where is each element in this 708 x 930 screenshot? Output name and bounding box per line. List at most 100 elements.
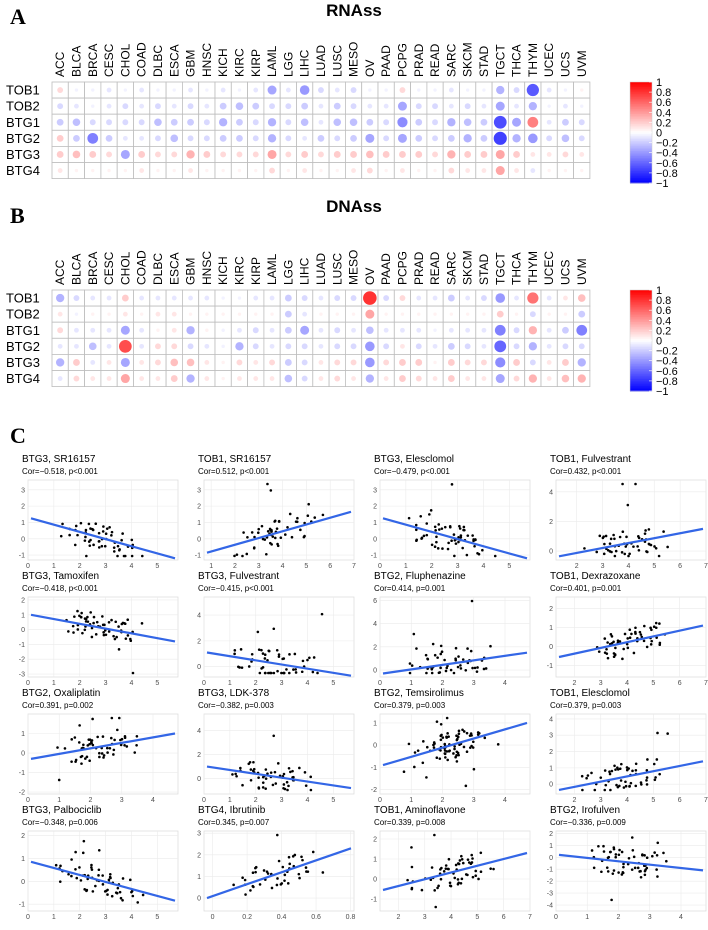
- scatter-point: [252, 885, 255, 889]
- scatter-point: [617, 853, 621, 857]
- scatter-point: [425, 671, 428, 675]
- dnass-dot-btg1-thca: [513, 327, 520, 334]
- scatter-y-tick: 0: [197, 776, 201, 783]
- dnass-dot-btg3-stad: [481, 359, 487, 366]
- scatter-x-tick: 4: [503, 797, 507, 804]
- scatter-point: [262, 869, 266, 872]
- dnass-dot-tob2-cesc: [107, 312, 111, 316]
- scatter-point: [438, 757, 442, 760]
- dnass-dot-btg1-ov: [366, 326, 374, 335]
- colorbar-rnass-swatch: [630, 177, 652, 181]
- col-label-luad: LUAD: [314, 253, 328, 285]
- scatter-point: [70, 874, 73, 878]
- scatter-point: [301, 858, 304, 862]
- scatter-point: [234, 772, 237, 776]
- scatter-x-tick: 5: [652, 563, 656, 570]
- colorbar-rnass-label: 0: [656, 128, 662, 140]
- scatter-regression-line: [558, 760, 704, 791]
- scatter-point: [462, 730, 466, 733]
- scatter-point: [603, 637, 607, 640]
- dnass-dot-tob2-acc: [57, 311, 63, 317]
- scatter-point: [264, 671, 267, 675]
- scatter-point: [443, 525, 447, 529]
- rnass-dot-tob2-coad: [139, 103, 145, 109]
- scatter-point: [98, 751, 101, 755]
- scatter-point: [621, 482, 624, 486]
- rnass-dot-tob1-gbm: [188, 87, 193, 93]
- scatter-point: [613, 537, 616, 541]
- colorbar-dnass-swatch: [630, 340, 652, 343]
- rnass-dot-btg4-gbm: [188, 168, 193, 173]
- scatter-point: [130, 554, 134, 558]
- scatter-point: [299, 528, 302, 532]
- dnass-dot-btg4-chol: [120, 374, 130, 384]
- scatter-point: [431, 642, 435, 646]
- colorbar-rnass-swatch: [630, 174, 652, 177]
- dnass-dot-btg1-thym: [528, 326, 538, 335]
- scatter-point: [654, 621, 658, 625]
- rnass-dot-tob2-paad: [383, 103, 389, 109]
- rnass-dot-btg4-chol: [123, 168, 128, 173]
- rnass-dot-btg3-read: [432, 151, 438, 158]
- scatter-point: [105, 527, 109, 530]
- colorbar-rnass-swatch: [630, 103, 652, 107]
- rnass-dot-btg2-prad: [415, 134, 423, 142]
- scatter-point: [264, 768, 268, 771]
- panel-letter-a: A: [10, 4, 26, 29]
- dnass-dot-btg1-chol: [120, 325, 130, 335]
- scatter-point: [414, 523, 418, 527]
- scatter-point: [476, 733, 480, 736]
- scatter-x-tick: 7: [352, 563, 356, 570]
- scatter-point: [595, 550, 599, 554]
- scatter-point: [240, 666, 244, 669]
- scatter-x-tick: 0.8: [346, 914, 356, 921]
- col-label-brca: BRCA: [86, 44, 100, 77]
- scatter-point: [100, 752, 104, 755]
- col-label-blca: BLCA: [69, 46, 83, 77]
- col-label-chol: CHOL: [118, 43, 132, 77]
- scatter-point: [321, 871, 325, 874]
- dnass-dot-btg1-brca: [90, 327, 96, 333]
- colorbar-dnass-swatch: [630, 367, 652, 370]
- dnass-dot-btg2-tgct: [494, 340, 507, 353]
- dnass-dot-btg3-sarc: [447, 359, 455, 366]
- rnass-dot-btg3-ov: [366, 150, 374, 159]
- scatter-plot-area: [379, 479, 531, 561]
- colorbar-dnass-swatch: [630, 380, 652, 384]
- scatter-x-tick: 4: [129, 563, 133, 570]
- scatter-point: [108, 875, 112, 879]
- row-label-btg2: BTG2: [6, 131, 40, 146]
- scatter-point: [88, 544, 92, 547]
- colorbar-dnass-swatch: [630, 370, 652, 373]
- scatter-point: [435, 540, 438, 544]
- dnass-dot-btg4-lusc: [334, 375, 341, 382]
- scatter-point: [616, 785, 620, 789]
- scatter-x-tick: 5: [331, 797, 335, 804]
- rnass-dot-tob1-paad: [384, 88, 388, 92]
- scatter-point: [272, 627, 276, 631]
- scatter-point: [115, 635, 118, 639]
- scatter-point: [458, 527, 462, 530]
- scatter-y-tick: 0: [197, 896, 201, 903]
- scatter-point: [110, 534, 113, 537]
- scatter-point: [617, 871, 620, 874]
- scatter-point: [444, 756, 447, 759]
- dnass-dot-btg2-gbm: [187, 343, 194, 350]
- scatter-point: [406, 878, 409, 882]
- scatter-point: [612, 533, 615, 537]
- scatter-point: [237, 665, 240, 669]
- scatter-point: [440, 733, 443, 737]
- col-label-hnsc: HNSC: [200, 251, 214, 285]
- colorbar-dnass-label: −1: [656, 386, 669, 398]
- scatter-point: [428, 513, 431, 516]
- scatter-y-tick: 2: [197, 852, 201, 859]
- scatter-x-tick: 1: [585, 914, 589, 921]
- scatter-x-tick: 4: [626, 563, 630, 570]
- scatter-subtitle: Cor=−0.518, p<0.001: [22, 467, 98, 476]
- col-label-lihc: LIHC: [298, 49, 312, 77]
- dnass-dot-btg1-lihc: [300, 325, 310, 335]
- scatter-point: [422, 534, 426, 538]
- scatter-point: [288, 671, 291, 675]
- scatter-y-tick: -4: [547, 903, 553, 910]
- scatter-point: [614, 646, 617, 650]
